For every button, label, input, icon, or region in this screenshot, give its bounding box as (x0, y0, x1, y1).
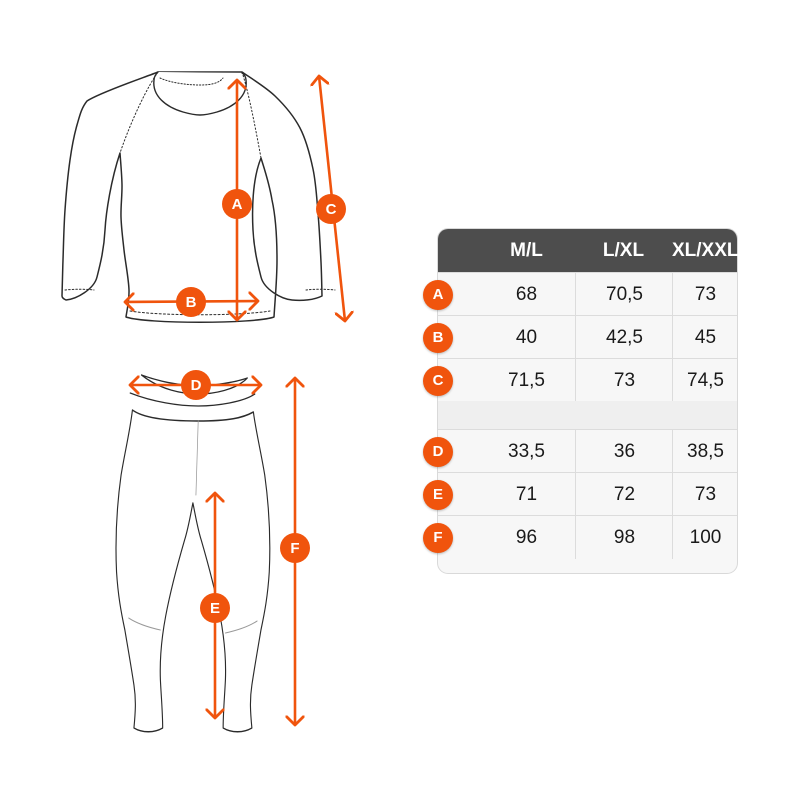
svg-text:A: A (232, 196, 243, 213)
svg-text:D: D (191, 377, 202, 394)
svg-text:F: F (290, 540, 299, 557)
svg-text:C: C (326, 201, 337, 218)
svg-text:E: E (210, 600, 220, 617)
svg-text:B: B (186, 294, 197, 311)
